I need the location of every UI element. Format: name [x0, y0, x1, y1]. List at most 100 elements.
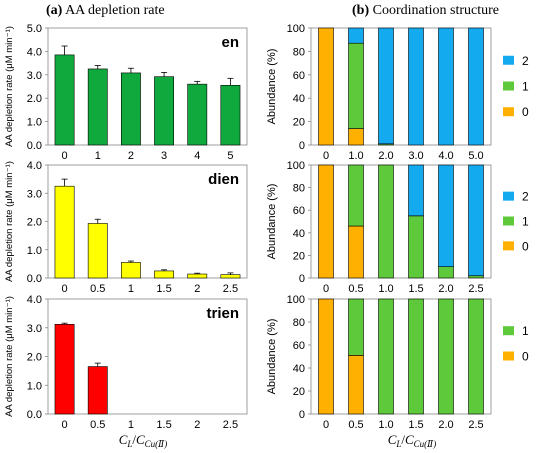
panel-b-dien-x-tick-label: 1.0: [378, 283, 393, 295]
panel-b-en-x-tick-label: 1.0: [348, 150, 363, 162]
panel-a-letter: (a): [46, 3, 63, 18]
x-label-sub-numerator: L: [126, 439, 132, 449]
panel-a-dien-x-tick-label: 0: [62, 283, 68, 295]
panel-a-en-y-tick-label: 5.0: [27, 23, 42, 35]
panel-b-en-y-tick-label: 80: [293, 46, 305, 58]
x-label-sub-denominator: Cu(Ⅱ): [145, 439, 168, 449]
panel-b-en-stack-segment: [468, 27, 484, 146]
x-axis-label-b: CL/CCu(Ⅱ): [388, 432, 437, 449]
panel-b-dien-y-tick-label: 60: [293, 205, 305, 217]
panel-b-en-stack-segment: [318, 27, 334, 146]
panel-b-dien-legend-label: 0: [522, 239, 529, 253]
panel-b-trien-legend-swatch: [503, 326, 514, 336]
panel-b-en-y-tick-label: 100: [287, 23, 305, 35]
x-label-c-numerator: C: [388, 432, 397, 447]
panel-b-dien-x-tick-label: 1.5: [408, 283, 423, 295]
panel-b-dien-x-tick-label: 2.5: [468, 283, 483, 295]
panel-a-trien-x-tick-label: 1: [128, 419, 134, 431]
panel-b-en-legend-label: 1: [522, 80, 529, 94]
panel-a-en-x-tick-label: 1: [95, 150, 101, 162]
panel-a-dien-x-tick-label: 1.5: [156, 283, 171, 295]
panel-b-dien-stack-segment: [468, 164, 484, 277]
panel-b-en-y-axis-label: Abundance (%): [266, 49, 278, 125]
panel-b-dien-y-tick-label: 20: [293, 250, 305, 262]
panel-b-dien-y-tick-label: 80: [293, 183, 305, 195]
panel-a-dien-ligand-label: dien: [208, 171, 239, 188]
panel-b-dien-stack-segment: [408, 215, 424, 279]
panel-a-en-y-tick-label: 2.0: [27, 93, 42, 105]
panel-b-en-x-tick-label: 4.0: [438, 150, 453, 162]
panel-a-trien-y-tick-label: 4.0: [27, 294, 42, 306]
panel-b-en-stack-segment: [378, 27, 394, 145]
panel-b-dien-y-tick-label: 40: [293, 228, 305, 240]
x-label-c-numerator: C: [119, 432, 128, 447]
panel-b-heading: Coordination structure: [372, 3, 499, 18]
panel-b-trien-y-axis-label: Abundance (%): [266, 319, 278, 395]
panel-a-title: (a) AA depletion rate: [46, 3, 165, 19]
panel-b-en-legend-swatch: [503, 107, 514, 117]
panel-b-en-y-tick-label: 0: [299, 140, 305, 152]
panel-a-trien-x-tick-label: 0: [62, 419, 68, 431]
panel-a-en-bar: [187, 83, 208, 146]
panel-a-dien-y-tick-label: 1.0: [27, 245, 42, 257]
panel-a-heading: AA depletion rate: [65, 3, 165, 18]
panel-b-en-x-tick-label: 0: [323, 150, 329, 162]
panel-b-trien-legend-label: 0: [522, 350, 529, 364]
panel-a-trien-bar: [54, 323, 75, 415]
panel-a-en-x-tick-label: 4: [194, 150, 200, 162]
x-label-slash: /: [401, 432, 405, 447]
x-label-sub-denominator: Cu(Ⅱ): [414, 439, 437, 449]
x-label-slash: /: [132, 432, 136, 447]
panel-a-dien-x-tick-label: 2: [194, 283, 200, 295]
panel-a-trien-x-tick-label: 2.5: [223, 419, 238, 431]
panel-a-trien-y-tick-label: 2.0: [27, 352, 42, 364]
panel-b-en-x-tick-label: 2.0: [378, 150, 393, 162]
panel-a-dien-bar: [120, 262, 141, 279]
panel-b-dien-legend-label: 1: [522, 215, 529, 229]
panel-b-dien-stack-segment: [348, 164, 364, 227]
panel-b-en-stack-segment: [438, 27, 454, 146]
panel-b-trien-stack-segment: [468, 298, 484, 415]
panel-b-title: (b) Coordination structure: [352, 3, 499, 19]
panel-a-dien-y-tick-label: 0.0: [27, 273, 42, 285]
panel-b-dien-y-tick-label: 0: [299, 273, 305, 285]
panel-b-trien-x-tick-label: 2.5: [468, 419, 483, 431]
panel-a-dien-y-tick-label: 4.0: [27, 160, 42, 172]
panel-b-trien-stack-segment: [348, 298, 364, 356]
panel-b-trien-y-tick-label: 60: [293, 340, 305, 352]
panel-a-dien-bar: [220, 274, 241, 279]
panel-b-trien-plot-frame: [310, 298, 492, 415]
panel-a-trien-x-tick-label: 1.5: [156, 419, 171, 431]
panel-b-trien-y-tick-label: 0: [299, 409, 305, 421]
panel-b-en-stack-segment: [348, 42, 364, 129]
panel-a-trien-y-tick-label: 0.0: [27, 409, 42, 421]
panel-a-en-x-tick-label: 0: [62, 150, 68, 162]
panel-b-trien-stack-segment: [438, 298, 454, 415]
panel-b-trien-y-tick-label: 20: [293, 386, 305, 398]
panel-a-dien-bar: [54, 185, 75, 279]
panel-b-dien-stack-segment: [438, 266, 454, 279]
svg-text:CL/CCu(Ⅱ): CL/CCu(Ⅱ): [388, 432, 437, 449]
panel-a-en-x-tick-label: 5: [227, 150, 233, 162]
x-label-c-denominator: C: [405, 432, 414, 447]
panel-b-trien-x-tick-label: 0.5: [348, 419, 363, 431]
panel-b-dien-legend-swatch: [503, 191, 514, 201]
panel-b-trien-stack-segment: [318, 298, 334, 415]
panel-a-en-bar: [54, 54, 75, 146]
panel-b-dien-stack-segment: [468, 275, 484, 279]
panel-b-dien-stack-segment: [318, 164, 334, 279]
panel-a-trien-bar: [87, 366, 108, 415]
panel-b-dien-legend-swatch: [503, 216, 514, 226]
panel-b-letter: (b): [352, 3, 370, 18]
panel-b-dien-stack-segment: [408, 164, 424, 217]
panel-a-en-x-tick-label: 3: [161, 150, 167, 162]
panel-a-dien-bar: [87, 223, 108, 279]
panel-a-trien-x-tick-label: 2: [194, 419, 200, 431]
panel-b-en-legend-label: 2: [522, 54, 529, 68]
panel-a-dien-bar: [187, 273, 208, 279]
panel-a-dien-y-tick-label: 3.0: [27, 188, 42, 200]
panel-b-dien-stack-segment: [348, 225, 364, 279]
panel-a-en-y-tick-label: 3.0: [27, 70, 42, 82]
panel-a-en-y-tick-label: 1.0: [27, 117, 42, 129]
